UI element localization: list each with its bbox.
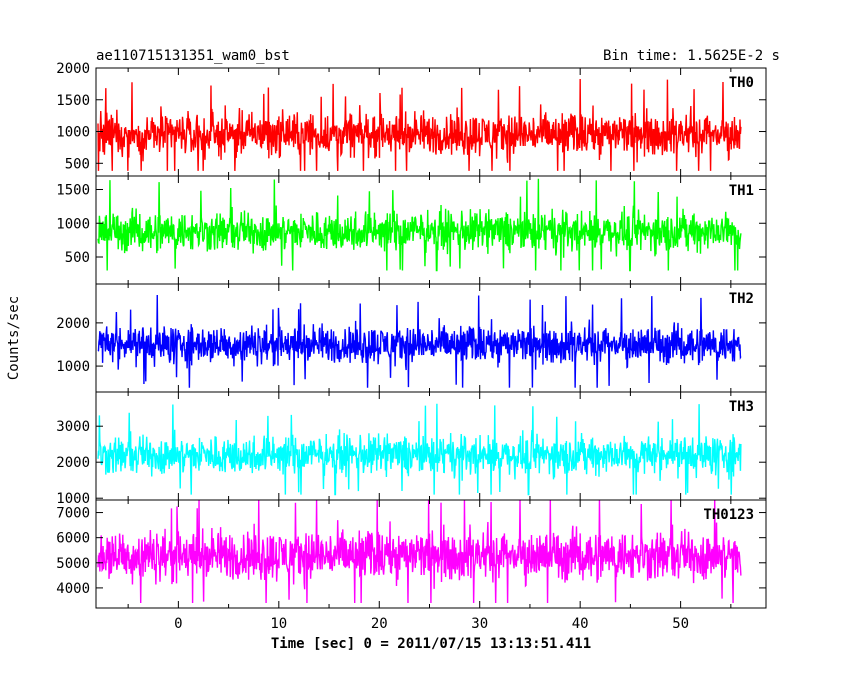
y-tick-label: 1500	[56, 93, 90, 109]
y-tick-label: 2000	[56, 316, 90, 332]
y-tick-label: 500	[65, 250, 90, 266]
x-tick-label: 0	[174, 616, 182, 632]
y-tick-label: 1000	[56, 216, 90, 232]
bin-time-label: Bin time: 1.5625E-2 s	[603, 48, 780, 64]
x-axis-label: Time [sec] 0 = 2011/07/15 13:13:51.411	[271, 636, 591, 652]
series-line-th3	[97, 403, 742, 496]
panel-label-th3: TH3	[729, 399, 754, 415]
y-tick-label: 1000	[56, 491, 90, 507]
chart-title: ae110715131351_wam0_bst	[96, 48, 290, 64]
panel-label-th0123: TH0123	[703, 507, 754, 523]
y-tick-label: 1000	[56, 359, 90, 375]
y-tick-label: 7000	[56, 506, 90, 522]
y-tick-label: 1500	[56, 183, 90, 199]
x-tick-label: 40	[572, 616, 589, 632]
panel-th0123: 4000 5000 6000 7000 TH0123	[56, 499, 767, 609]
panel-label-th2: TH2	[729, 291, 754, 307]
x-tick-label: 10	[270, 616, 287, 632]
y-tick-label: 2000	[56, 61, 90, 77]
panel-label-th0: TH0	[729, 75, 754, 91]
x-tick-label: 50	[672, 616, 689, 632]
series-line-th2	[97, 295, 742, 388]
panel-th3: 1000 2000 3000 TH3	[56, 391, 767, 507]
panel-th2: 1000 2000 TH2	[56, 283, 767, 393]
y-tick-label: 1000	[56, 125, 90, 141]
y-tick-label: 3000	[56, 419, 90, 435]
series-line-th0	[97, 78, 742, 171]
y-tick-label: 500	[65, 156, 90, 172]
panel-th1: 500 1000 1500 TH1	[56, 175, 767, 285]
x-tick-label: 20	[371, 616, 388, 632]
panel-label-th1: TH1	[729, 183, 754, 199]
x-tick-label: 30	[471, 616, 488, 632]
y-axis-label: Counts/sec	[6, 296, 22, 380]
series-line-th1	[97, 178, 742, 272]
y-tick-label: 6000	[56, 531, 90, 547]
panel-th0: 500 1000 1500 2000 TH0	[56, 61, 767, 177]
y-tick-label: 4000	[56, 581, 90, 597]
y-tick-label: 5000	[56, 556, 90, 572]
panel-frame	[95, 499, 767, 609]
series-line-th0123	[97, 500, 742, 603]
y-tick-label: 2000	[56, 455, 90, 471]
